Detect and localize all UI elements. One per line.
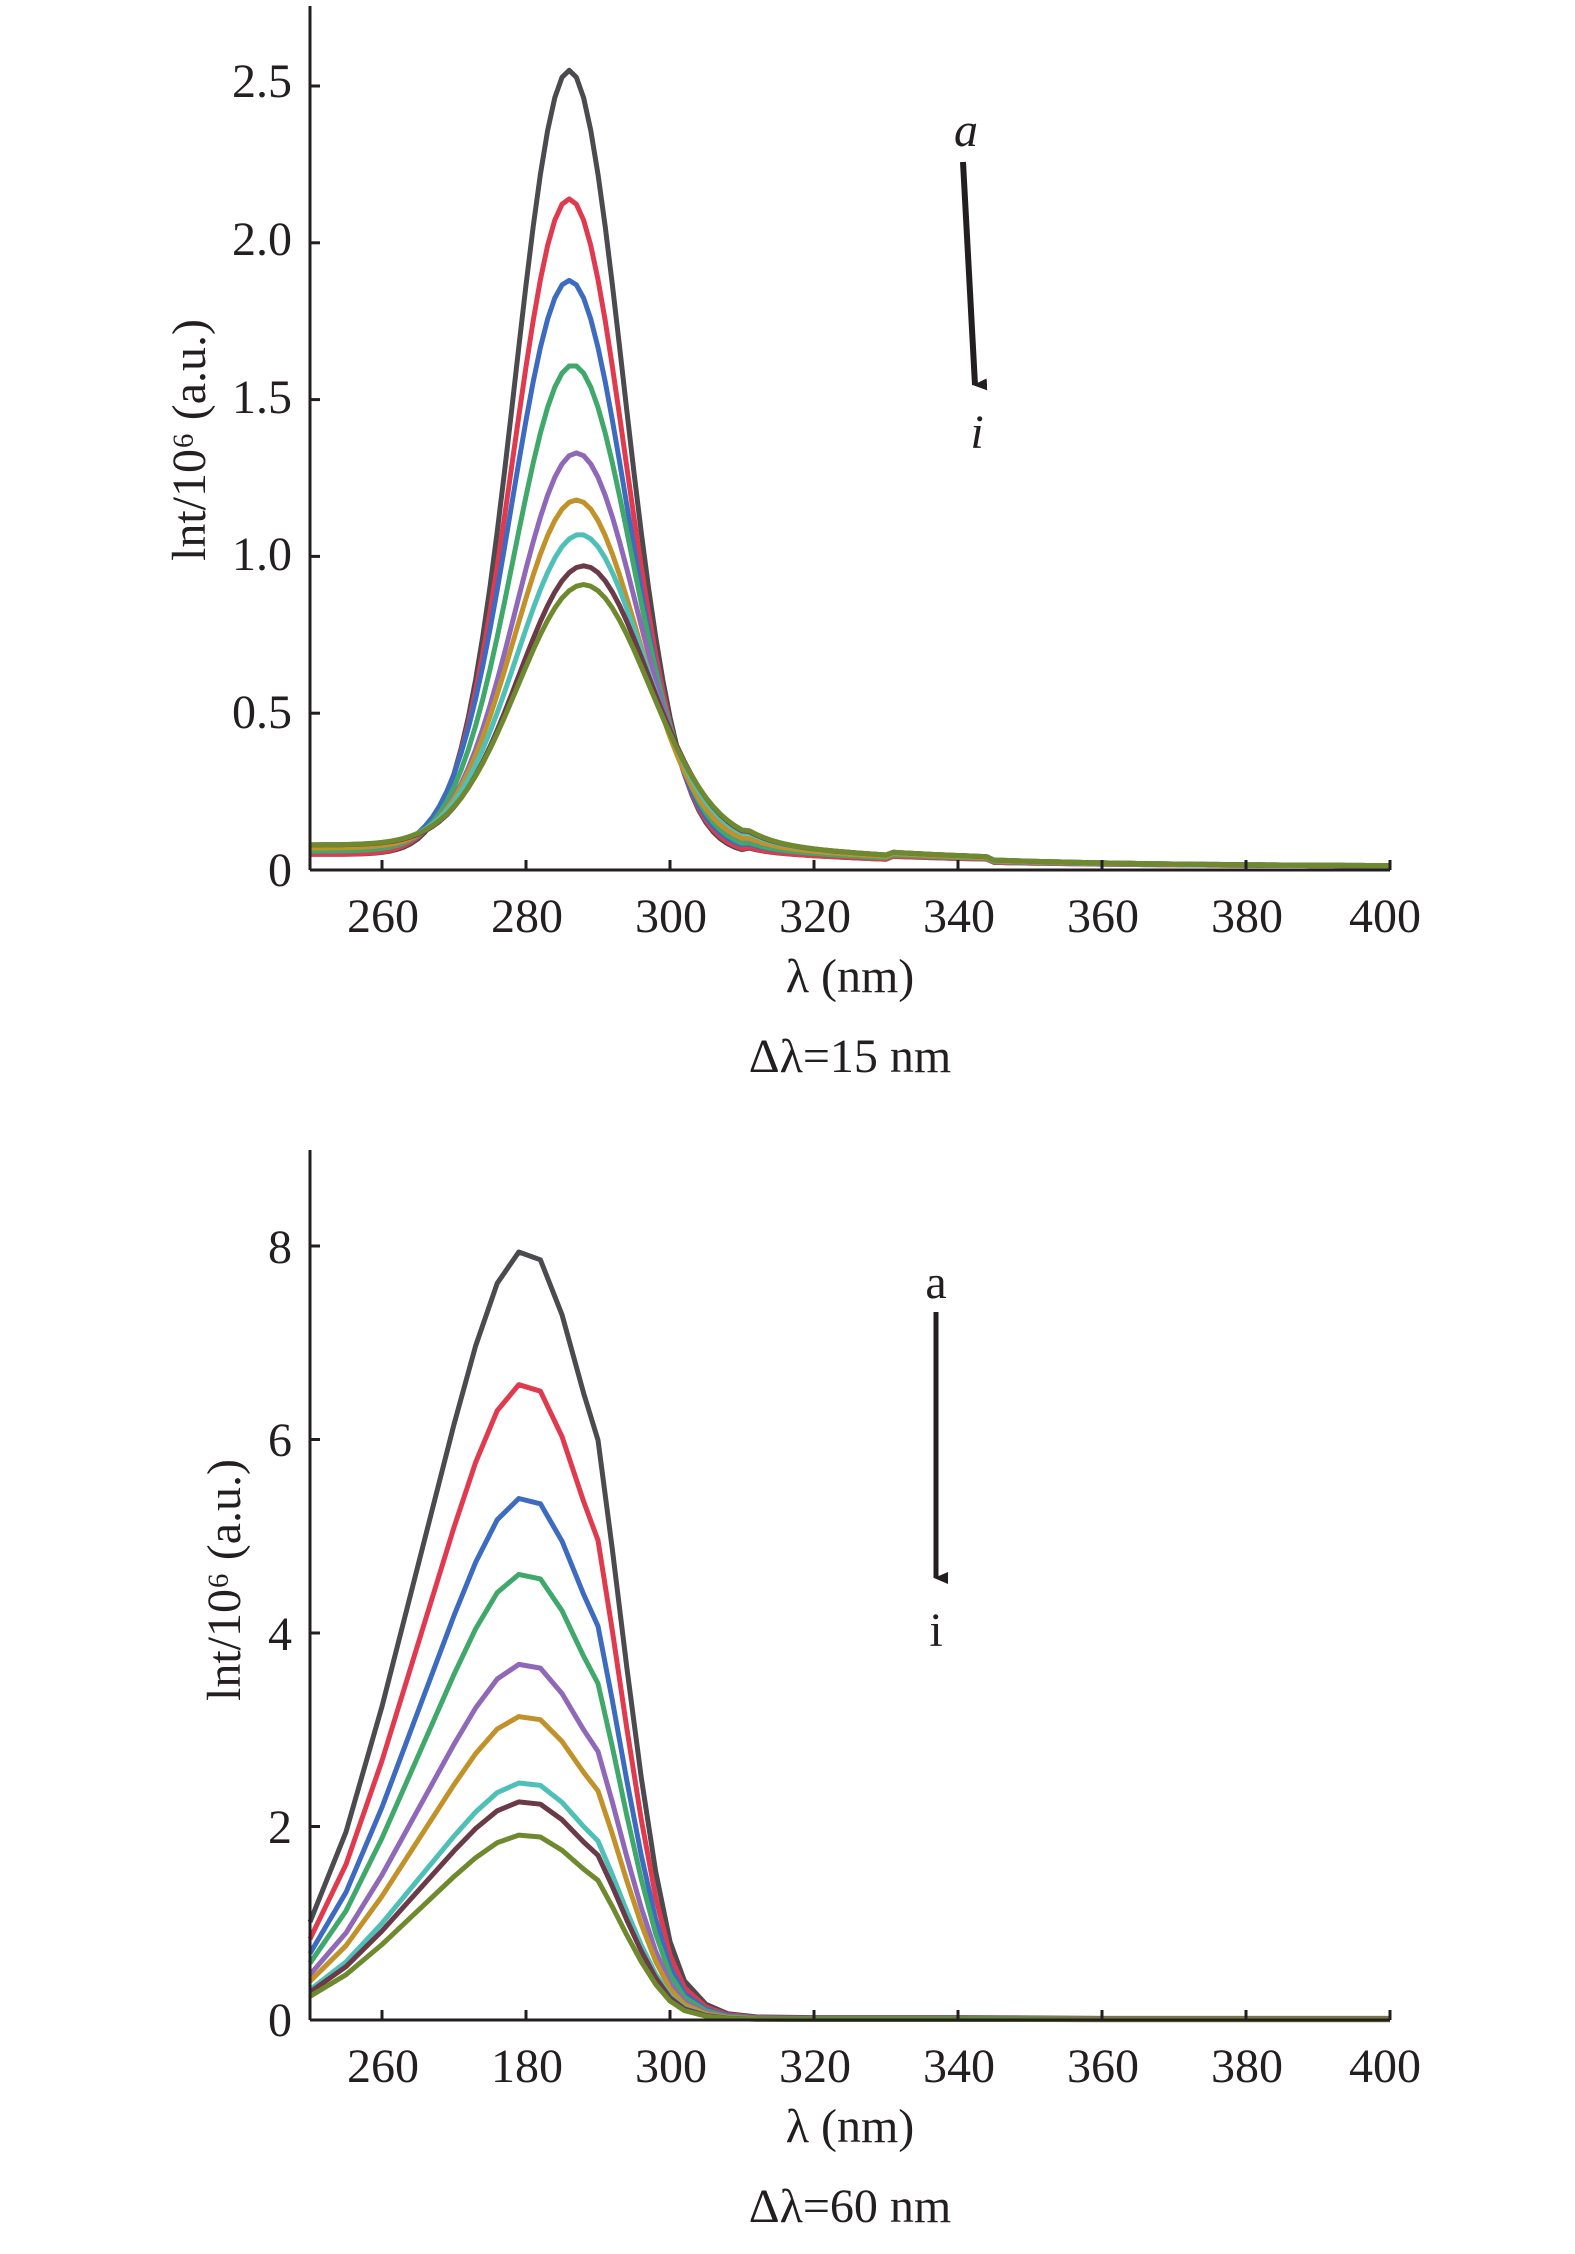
chart-2-caption: Δλ=60 nm xyxy=(749,2180,952,2233)
chart-1-xtick-label: 260 xyxy=(347,890,419,943)
chart-1-caption: Δλ=15 nm xyxy=(749,1030,952,1083)
chart-1-arrow-end-label: i xyxy=(970,406,983,459)
chart-2-ytick-label: 6 xyxy=(268,1414,292,1467)
chart-2-series-line-d xyxy=(307,1571,1390,2022)
chart-1-xtick-label: 300 xyxy=(635,890,707,943)
chart-2-xtick-label: 320 xyxy=(779,2040,851,2093)
chart-1-xtick-label: 340 xyxy=(923,890,995,943)
chart-1-series-line-d xyxy=(309,363,1390,869)
chart-2-series-line-i xyxy=(308,1832,1390,2023)
chart-2-arrow-start-label: a xyxy=(925,1256,946,1309)
chart-2-xtick-label: 340 xyxy=(923,2040,995,2093)
chart-2-arrow-end-label: i xyxy=(929,1604,942,1657)
chart-1-ytick-label: 0.5 xyxy=(232,686,292,739)
chart-2-xtick-label: 360 xyxy=(1067,2040,1139,2093)
chart-1-series-line-f xyxy=(310,497,1390,869)
chart-2-y-axis-title: lnt/10⁶ (a.u.) xyxy=(198,1459,251,1701)
chart-2-ticks xyxy=(310,1244,1392,2022)
chart-1-ytick-label: 0 xyxy=(268,844,292,897)
chart-2-xtick-label: 260 xyxy=(347,2040,419,2093)
chart-2-xtick-label: 380 xyxy=(1211,2040,1283,2093)
chart-2-ytick-label: 2 xyxy=(268,1801,292,1854)
chart-2-ytick-label: 0 xyxy=(268,1994,292,2047)
chart-1-xtick-label: 280 xyxy=(491,890,563,943)
chart-1-ytick-label: 1.0 xyxy=(232,528,292,581)
chart-1-xtick-label: 400 xyxy=(1349,890,1421,943)
chart-2-xtick-label: 180 xyxy=(491,2040,563,2093)
chart-1-series-line-a xyxy=(310,67,1390,869)
chart-1-series-line-e xyxy=(310,450,1390,869)
chart-1-series-group xyxy=(309,67,1391,869)
chart-1-arrow xyxy=(960,161,988,391)
chart-2-x-axis-title: λ (nm) xyxy=(786,2100,915,2153)
chart-1-ytick-label: 1.5 xyxy=(232,371,292,424)
chart-2-series-line-b xyxy=(307,1382,1390,2022)
chart-1-ytick-label: 2.0 xyxy=(232,213,292,266)
chart-1-series-line-i xyxy=(309,582,1391,869)
chart-2-series-line-f xyxy=(308,1714,1390,2022)
chart-1-xtick-label: 360 xyxy=(1067,890,1139,943)
chart-2-series-line-g xyxy=(308,1780,1390,2022)
chart-1-xtick-label: 380 xyxy=(1211,890,1283,943)
chart-1-ticks xyxy=(310,84,1392,872)
chart-2-series-group xyxy=(307,1249,1390,2023)
chart-2: 260 180 300 320 340 360 380 400 0 2 4 6 … xyxy=(198,1150,1421,2233)
chart-2-series-line-h xyxy=(308,1799,1390,2023)
chart-2-xtick-label: 300 xyxy=(635,2040,707,2093)
chart-2-ytick-label: 8 xyxy=(268,1221,292,1274)
chart-2-ytick-label: 4 xyxy=(268,1608,292,1661)
chart-1-ytick-label: 2.5 xyxy=(232,55,292,108)
chart-1: 260 280 300 320 340 360 380 400 0 0.5 1.… xyxy=(163,6,1421,1083)
chart-2-series-line-e xyxy=(308,1661,1390,2022)
chart-1-xtick-label: 320 xyxy=(779,890,851,943)
chart-1-x-axis-title: λ (nm) xyxy=(786,950,915,1003)
chart-1-y-axis-title: lnt/10⁶ (a.u.) xyxy=(163,319,216,561)
chart-1-arrow-start-label: a xyxy=(954,104,978,157)
chart-2-xtick-label: 400 xyxy=(1349,2040,1421,2093)
